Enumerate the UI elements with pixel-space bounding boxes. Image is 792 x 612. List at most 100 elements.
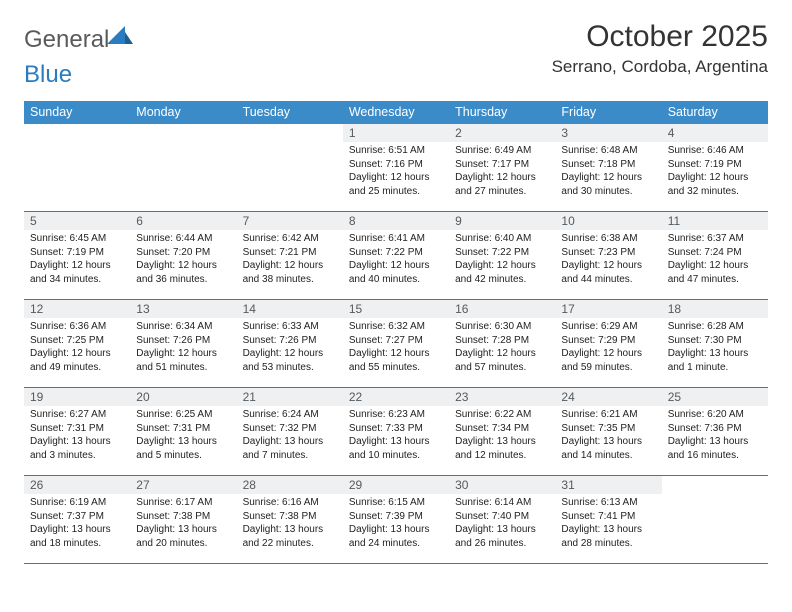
calendar-cell: 14Sunrise: 6:33 AMSunset: 7:26 PMDayligh… (237, 300, 343, 388)
day-data-line: Daylight: 12 hours (668, 259, 762, 273)
day-data-line: Daylight: 13 hours (243, 523, 337, 537)
calendar-cell: 21Sunrise: 6:24 AMSunset: 7:32 PMDayligh… (237, 388, 343, 476)
calendar-week-row: 5Sunrise: 6:45 AMSunset: 7:19 PMDaylight… (24, 212, 768, 300)
calendar-cell: 18Sunrise: 6:28 AMSunset: 7:30 PMDayligh… (662, 300, 768, 388)
calendar-cell: 11Sunrise: 6:37 AMSunset: 7:24 PMDayligh… (662, 212, 768, 300)
day-data-line: Sunrise: 6:46 AM (668, 144, 762, 158)
day-data-line: and 18 minutes. (30, 537, 124, 551)
day-number: 20 (130, 388, 236, 406)
day-data: Sunrise: 6:29 AMSunset: 7:29 PMDaylight:… (555, 318, 661, 380)
day-data-line: Daylight: 12 hours (349, 347, 443, 361)
day-data: Sunrise: 6:24 AMSunset: 7:32 PMDaylight:… (237, 406, 343, 468)
calendar-cell: 7Sunrise: 6:42 AMSunset: 7:21 PMDaylight… (237, 212, 343, 300)
day-data-line: Sunrise: 6:21 AM (561, 408, 655, 422)
day-data-line: Sunrise: 6:19 AM (30, 496, 124, 510)
day-data-line: Daylight: 12 hours (30, 347, 124, 361)
calendar-cell: 10Sunrise: 6:38 AMSunset: 7:23 PMDayligh… (555, 212, 661, 300)
day-data-line: Daylight: 13 hours (136, 435, 230, 449)
day-data-line: Sunrise: 6:29 AM (561, 320, 655, 334)
day-data-line: Daylight: 13 hours (561, 435, 655, 449)
day-data-line: Sunrise: 6:48 AM (561, 144, 655, 158)
day-data-line: and 24 minutes. (349, 537, 443, 551)
calendar-cell: 16Sunrise: 6:30 AMSunset: 7:28 PMDayligh… (449, 300, 555, 388)
day-data-line: Sunrise: 6:13 AM (561, 496, 655, 510)
weekday-header-row: Sunday Monday Tuesday Wednesday Thursday… (24, 101, 768, 124)
day-data-line: Daylight: 13 hours (243, 435, 337, 449)
day-data-line: Daylight: 12 hours (243, 347, 337, 361)
day-data-line: Daylight: 13 hours (30, 523, 124, 537)
day-data-line: Sunrise: 6:20 AM (668, 408, 762, 422)
day-data-line: Sunset: 7:32 PM (243, 422, 337, 436)
calendar-cell: 13Sunrise: 6:34 AMSunset: 7:26 PMDayligh… (130, 300, 236, 388)
day-data (130, 142, 236, 150)
day-number: 3 (555, 124, 661, 142)
day-data-line: Sunset: 7:22 PM (455, 246, 549, 260)
day-number: 2 (449, 124, 555, 142)
day-data-line: Sunrise: 6:44 AM (136, 232, 230, 246)
day-number: 13 (130, 300, 236, 318)
day-data-line: Daylight: 12 hours (136, 259, 230, 273)
calendar-page: General October 2025 Serrano, Cordoba, A… (0, 0, 792, 584)
day-data-line: and 22 minutes. (243, 537, 337, 551)
calendar-cell: 26Sunrise: 6:19 AMSunset: 7:37 PMDayligh… (24, 476, 130, 564)
day-data-line: and 36 minutes. (136, 273, 230, 287)
calendar-cell: 20Sunrise: 6:25 AMSunset: 7:31 PMDayligh… (130, 388, 236, 476)
calendar-cell: 28Sunrise: 6:16 AMSunset: 7:38 PMDayligh… (237, 476, 343, 564)
day-data-line: Sunset: 7:27 PM (349, 334, 443, 348)
day-data-line: Daylight: 13 hours (30, 435, 124, 449)
weekday-header: Friday (555, 101, 661, 124)
calendar-cell: 15Sunrise: 6:32 AMSunset: 7:27 PMDayligh… (343, 300, 449, 388)
day-data-line: and 30 minutes. (561, 185, 655, 199)
day-number: 24 (555, 388, 661, 406)
day-data-line: Sunrise: 6:30 AM (455, 320, 549, 334)
day-data-line: and 51 minutes. (136, 361, 230, 375)
day-data-line: and 47 minutes. (668, 273, 762, 287)
day-data-line: and 25 minutes. (349, 185, 443, 199)
day-data-line: and 27 minutes. (455, 185, 549, 199)
day-data-line: Sunrise: 6:16 AM (243, 496, 337, 510)
day-data: Sunrise: 6:21 AMSunset: 7:35 PMDaylight:… (555, 406, 661, 468)
day-data: Sunrise: 6:34 AMSunset: 7:26 PMDaylight:… (130, 318, 236, 380)
day-data: Sunrise: 6:22 AMSunset: 7:34 PMDaylight:… (449, 406, 555, 468)
day-data: Sunrise: 6:45 AMSunset: 7:19 PMDaylight:… (24, 230, 130, 292)
day-data-line: Sunset: 7:36 PM (668, 422, 762, 436)
day-data-line: Sunrise: 6:15 AM (349, 496, 443, 510)
calendar-cell: 1Sunrise: 6:51 AMSunset: 7:16 PMDaylight… (343, 124, 449, 212)
calendar-week-row: 26Sunrise: 6:19 AMSunset: 7:37 PMDayligh… (24, 476, 768, 564)
brand-blue: Blue (24, 61, 72, 88)
brand-logo: General (24, 26, 135, 54)
day-data-line: and 16 minutes. (668, 449, 762, 463)
day-data-line: and 26 minutes. (455, 537, 549, 551)
day-data-line: Sunrise: 6:45 AM (30, 232, 124, 246)
day-data-line: Sunrise: 6:42 AM (243, 232, 337, 246)
day-number: 29 (343, 476, 449, 494)
location-subtitle: Serrano, Cordoba, Argentina (552, 57, 768, 77)
day-data: Sunrise: 6:27 AMSunset: 7:31 PMDaylight:… (24, 406, 130, 468)
day-data-line: Daylight: 13 hours (561, 523, 655, 537)
day-data-line: Sunrise: 6:22 AM (455, 408, 549, 422)
day-number: 21 (237, 388, 343, 406)
day-data: Sunrise: 6:37 AMSunset: 7:24 PMDaylight:… (662, 230, 768, 292)
calendar-cell: 9Sunrise: 6:40 AMSunset: 7:22 PMDaylight… (449, 212, 555, 300)
day-data-line: Sunset: 7:16 PM (349, 158, 443, 172)
day-data: Sunrise: 6:38 AMSunset: 7:23 PMDaylight:… (555, 230, 661, 292)
day-data-line: Sunset: 7:19 PM (668, 158, 762, 172)
calendar-cell: 25Sunrise: 6:20 AMSunset: 7:36 PMDayligh… (662, 388, 768, 476)
day-number (662, 476, 768, 494)
day-data: Sunrise: 6:25 AMSunset: 7:31 PMDaylight:… (130, 406, 236, 468)
day-data-line: Sunset: 7:38 PM (136, 510, 230, 524)
weekday-header: Wednesday (343, 101, 449, 124)
day-data-line: Sunset: 7:37 PM (30, 510, 124, 524)
day-data-line: and 57 minutes. (455, 361, 549, 375)
day-number (237, 124, 343, 142)
day-data-line: Sunset: 7:26 PM (136, 334, 230, 348)
day-data-line: Daylight: 13 hours (136, 523, 230, 537)
day-number: 6 (130, 212, 236, 230)
calendar-cell: 8Sunrise: 6:41 AMSunset: 7:22 PMDaylight… (343, 212, 449, 300)
day-data: Sunrise: 6:51 AMSunset: 7:16 PMDaylight:… (343, 142, 449, 204)
calendar-cell: 2Sunrise: 6:49 AMSunset: 7:17 PMDaylight… (449, 124, 555, 212)
day-data-line: Sunset: 7:30 PM (668, 334, 762, 348)
day-data-line: Sunrise: 6:41 AM (349, 232, 443, 246)
day-data: Sunrise: 6:13 AMSunset: 7:41 PMDaylight:… (555, 494, 661, 556)
day-number: 11 (662, 212, 768, 230)
